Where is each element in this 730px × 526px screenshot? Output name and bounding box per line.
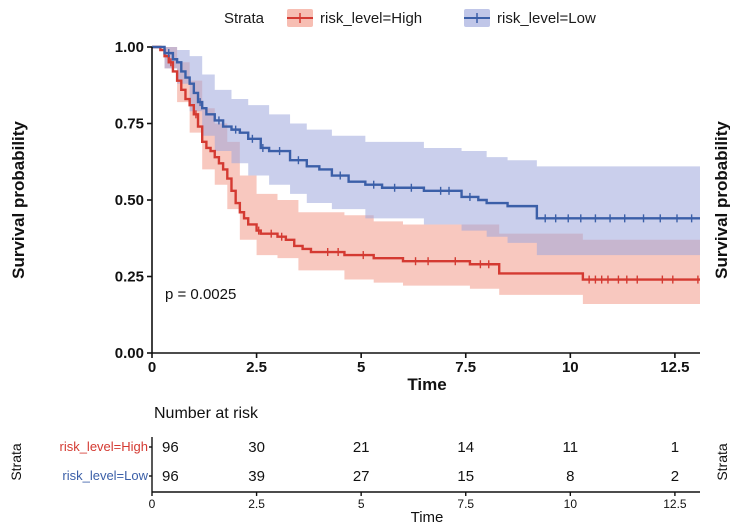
risk-cell-low: 2 <box>671 468 679 485</box>
risk-table-y-title-clipped: Strata <box>714 443 730 481</box>
risk-cell-high: 21 <box>353 439 370 456</box>
risk-row-label-low: risk_level=Low <box>62 468 148 483</box>
y-tick-label: 0.50 <box>115 192 144 209</box>
risk-cell-low: 8 <box>566 468 574 485</box>
y-tick-label: 0.75 <box>115 116 144 133</box>
legend-item-low: risk_level=Low <box>464 9 596 27</box>
risk-table-title: Number at risk <box>154 405 259 422</box>
survival-curve-high <box>152 45 700 281</box>
risk-x-tick-label: 5 <box>358 497 365 511</box>
risk-cell-high: 14 <box>457 439 474 456</box>
risk-cell-high: 30 <box>248 439 265 456</box>
y-tick-label: 0.25 <box>115 269 144 286</box>
risk-x-tick-label: 7.5 <box>457 497 474 511</box>
x-tick-label: 0 <box>148 359 156 376</box>
risk-table-y-title: Strata <box>8 443 24 481</box>
y-axis-ticks: 0.00 0.25 0.50 0.75 1.00 <box>115 39 152 362</box>
x-tick-label: 12.5 <box>660 359 689 376</box>
y-tick-label: 1.00 <box>115 39 144 56</box>
x-axis-title: Time <box>407 375 446 394</box>
risk-cell-low: 15 <box>457 468 474 485</box>
plot-area: 0.00 0.25 0.50 0.75 1.00 0 2.5 5 7.5 10 12.5 <box>115 39 700 376</box>
risk-x-tick-label: 12.5 <box>663 497 687 511</box>
risk-x-tick-label: 2.5 <box>248 497 265 511</box>
censor-marks <box>168 49 699 284</box>
x-axis-ticks: 0 2.5 5 7.5 10 12.5 <box>148 353 690 376</box>
risk-x-tick-label: 10 <box>564 497 578 511</box>
confidence-band-low <box>152 47 700 259</box>
confidence-bands <box>152 47 700 308</box>
y-axis-title: Survival probability <box>9 121 28 279</box>
x-tick-label: 2.5 <box>246 359 267 376</box>
x-tick-label: 7.5 <box>455 359 476 376</box>
risk-cell-high: 96 <box>162 439 179 456</box>
risk-table: Number at risk Strata Strata risk_level=… <box>8 405 730 526</box>
legend-item-high: risk_level=High <box>287 9 422 27</box>
risk-cell-low: 27 <box>353 468 370 485</box>
x-tick-label: 10 <box>562 359 579 376</box>
risk-table-x-ticks: 0 2.5 5 7.5 10 12.5 <box>149 492 687 511</box>
risk-table-values: 96 30 21 14 11 196 39 27 15 8 2 <box>162 439 679 485</box>
risk-cell-high: 1 <box>671 439 679 456</box>
legend-title: Strata <box>224 10 265 27</box>
risk-cell-low: 39 <box>248 468 265 485</box>
risk-cell-high: 11 <box>563 439 579 456</box>
x-tick-label: 5 <box>357 359 365 376</box>
y-axis-title-clipped: Survival probability <box>712 121 730 279</box>
y-tick-label: 0.00 <box>115 345 144 362</box>
risk-row-label-high: risk_level=High <box>59 439 148 454</box>
legend-label-low: risk_level=Low <box>497 10 596 27</box>
legend-label-high: risk_level=High <box>320 10 422 27</box>
risk-x-tick-label: 0 <box>149 497 156 511</box>
p-value-label: p = 0.0025 <box>165 286 236 303</box>
legend: Strata risk_level=High risk_level=Low <box>224 9 596 27</box>
risk-cell-low: 96 <box>162 468 179 485</box>
risk-table-x-title: Time <box>411 509 444 526</box>
